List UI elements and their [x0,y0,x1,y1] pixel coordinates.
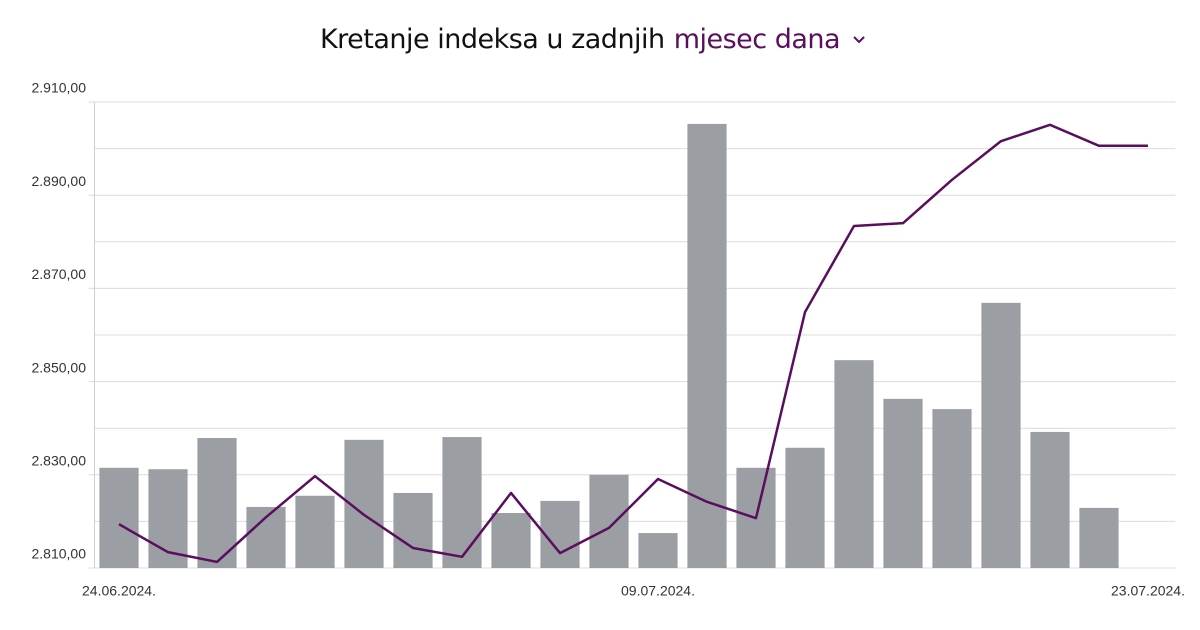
bar [638,533,678,568]
x-tick-label: 24.06.2024. [82,583,156,599]
line [118,123,1148,564]
title-text: Kretanje indeksa u zadnjih [320,24,665,55]
period-selector[interactable]: mjesec dana [674,24,841,55]
dropdown-chevron[interactable] [853,36,865,44]
chart-title: Kretanje indeksa u zadnjih mjesec dana [320,24,840,55]
x-tick-label: 23.07.2024. [1111,583,1185,599]
bar [540,500,580,568]
bar [834,360,874,568]
bar [295,495,335,568]
bar [589,474,629,568]
bar [491,513,531,568]
bar [442,437,482,568]
y-tick-label: 2.870,00 [32,266,87,282]
y-tick-label: 2.890,00 [32,173,87,189]
x-tick-label: 09.07.2024. [621,583,695,599]
y-tick-label: 2.910,00 [32,80,87,96]
bar [197,437,237,568]
bar [99,467,139,568]
y-tick-label: 2.810,00 [32,546,87,562]
bar [932,409,972,568]
bar [981,302,1021,568]
bar [1079,507,1119,568]
bar [1030,431,1070,568]
y-tick-label: 2.850,00 [32,359,87,375]
y-tick-label: 2.830,00 [32,453,87,469]
bar [393,492,433,568]
bar [883,398,923,568]
bar [785,447,825,568]
bar [687,123,727,568]
